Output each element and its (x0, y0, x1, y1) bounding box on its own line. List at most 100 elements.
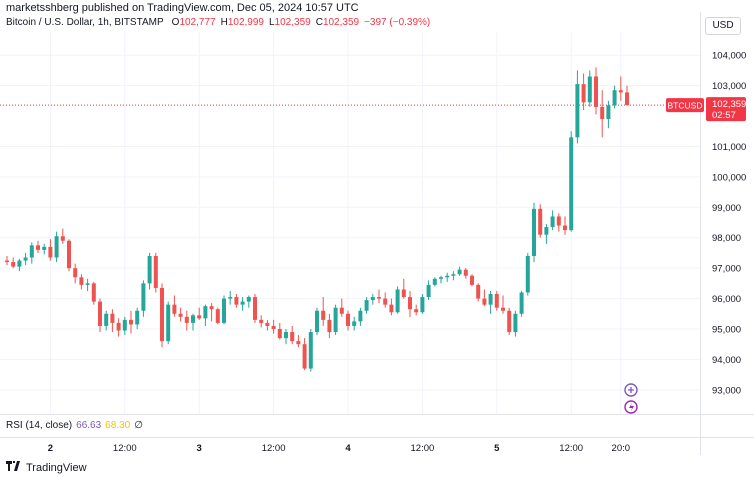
candle-body (222, 298, 226, 323)
open-label: O (171, 17, 180, 28)
candle-body (203, 306, 208, 319)
x-tick-label: 20:0 (612, 443, 631, 454)
candle-body (234, 297, 239, 305)
candle-body (23, 257, 28, 261)
candle-body (538, 208, 543, 235)
candle-body (482, 298, 487, 305)
candle-body (122, 319, 127, 331)
candle-body (426, 284, 431, 298)
candle-body (240, 301, 245, 305)
y-tick-label: 100,000 (712, 172, 746, 183)
candle-body (290, 332, 295, 342)
x-tick-label: 12:00 (262, 443, 286, 454)
candle-body (569, 137, 574, 231)
candle-body (470, 275, 474, 285)
candle-body (5, 260, 9, 263)
candle-body (389, 304, 394, 313)
price-tag-countdown: 02:57 (712, 110, 736, 121)
candle-body (370, 297, 375, 301)
candle-body (284, 332, 288, 339)
candle-body (48, 246, 53, 258)
lightning-glyph (629, 403, 634, 411)
candle-body (445, 275, 450, 278)
symbol-title[interactable]: Bitcoin / U.S. Dollar, 1h, BITSTAMP (6, 17, 164, 28)
candle-body (408, 297, 412, 310)
candle-body (439, 277, 443, 279)
candle-body (67, 240, 71, 269)
candle-body (501, 307, 505, 311)
y-tick-label: 98,000 (712, 233, 741, 244)
candle-body (377, 297, 381, 299)
high-value: 102,999 (227, 17, 264, 28)
candle-body (594, 76, 598, 107)
candle-body (98, 301, 102, 326)
candle-body (277, 328, 282, 339)
candle-body (625, 92, 629, 106)
rsi-value: 66.63 (76, 420, 102, 431)
y-tick-label: 99,000 (712, 203, 741, 214)
y-tick-label: 93,000 (712, 385, 741, 396)
x-tick-label: 12:00 (411, 443, 435, 454)
candle-body (451, 274, 456, 276)
tradingview-brand: TradingView (26, 461, 87, 474)
candle-body (36, 245, 40, 250)
candle-body (414, 309, 419, 313)
symbol-legend: Bitcoin / U.S. Dollar, 1h, BITSTAMP O102… (6, 17, 430, 28)
candle-body (184, 316, 189, 323)
candle-body (253, 297, 257, 320)
candle-body (116, 322, 121, 331)
candle-body (315, 310, 319, 333)
tradingview-footer: TradingView (6, 461, 87, 474)
candle-body (197, 315, 202, 319)
candle-body (401, 289, 406, 298)
candle-body (296, 341, 301, 345)
candle-body (556, 216, 561, 226)
settings-icon[interactable]: ∅ (134, 420, 143, 431)
low-value: 102,359 (274, 17, 311, 28)
price-tag-value: 102,359 (712, 99, 746, 110)
candle-body (85, 283, 90, 285)
candle-body (17, 260, 22, 267)
candle-body (265, 322, 270, 326)
candle-body (383, 298, 388, 305)
candle-body (11, 262, 16, 267)
x-tick-label: 12:00 (113, 443, 137, 454)
candle-body (178, 313, 183, 317)
candle-body (271, 325, 276, 329)
x-tick-label: 3 (197, 443, 202, 454)
candle-body (494, 294, 499, 308)
candle-body (600, 106, 605, 120)
candle-body (172, 304, 177, 314)
plus-glyph (628, 387, 634, 393)
candle-body (246, 297, 251, 302)
candle-body (321, 310, 326, 320)
candle-body (191, 315, 195, 323)
x-tick-label: 5 (494, 443, 500, 454)
candle-body (532, 208, 536, 256)
candle-body (563, 225, 567, 231)
y-tick-label: 95,000 (712, 324, 741, 335)
candle-body (544, 227, 549, 235)
candle-body (395, 289, 400, 313)
symbol-tag (666, 98, 704, 113)
price-tag (706, 97, 746, 122)
candle-body (110, 313, 115, 323)
y-tick-label: 96,000 (712, 294, 741, 305)
candle-body (463, 269, 468, 276)
candle-body (129, 319, 133, 325)
candle-body (420, 297, 425, 313)
candle-body (519, 292, 524, 314)
candle-body (575, 84, 580, 138)
y-tick-label: 97,000 (712, 264, 741, 275)
candle-body (166, 304, 171, 342)
close-value: 102,359 (322, 17, 360, 28)
candle-body (302, 344, 307, 369)
candle-body (587, 76, 592, 103)
y-tick-label: 101,000 (712, 142, 746, 153)
open-value: 102,777 (179, 17, 216, 28)
candle-body (364, 300, 369, 311)
candle-body (581, 84, 586, 103)
candle-body (618, 90, 623, 93)
currency-button[interactable]: USD (705, 17, 741, 35)
